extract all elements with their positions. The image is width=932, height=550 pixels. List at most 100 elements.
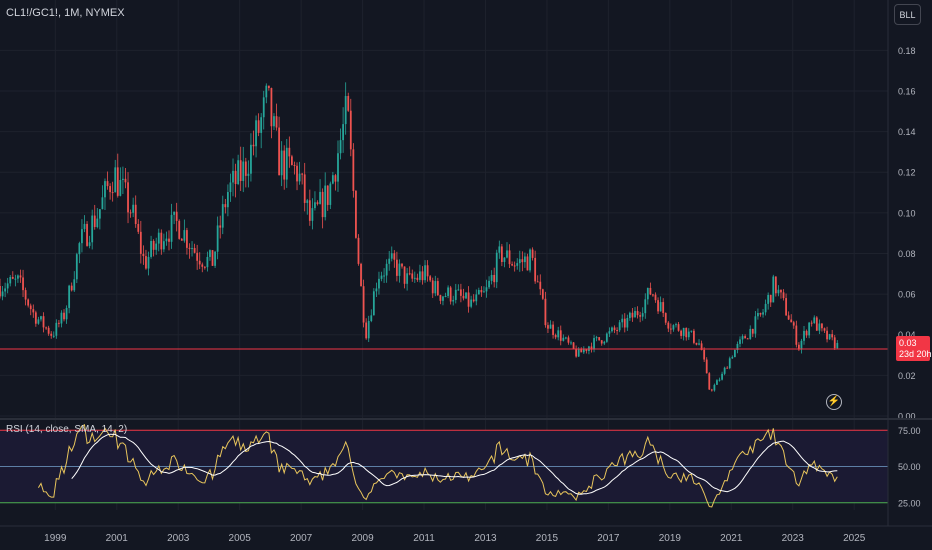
candle <box>623 313 626 333</box>
candle <box>803 326 805 345</box>
candle <box>101 185 104 210</box>
candle <box>462 288 465 301</box>
candle <box>349 98 352 157</box>
candle <box>836 340 839 350</box>
candle <box>797 342 800 352</box>
candle <box>370 309 373 323</box>
candle <box>616 327 618 335</box>
candle <box>529 248 531 273</box>
candle <box>792 320 795 329</box>
candle <box>224 198 227 214</box>
candle <box>416 273 419 282</box>
candle <box>375 282 378 297</box>
candle <box>572 341 575 350</box>
candle <box>9 274 12 287</box>
candle <box>613 325 616 334</box>
price-tick-label: 0.06 <box>898 290 916 300</box>
candle <box>733 349 736 358</box>
candle <box>14 274 17 287</box>
candle <box>311 198 314 230</box>
candle <box>155 237 158 255</box>
price-tick-label: 0.08 <box>898 249 916 259</box>
candle <box>582 346 585 354</box>
candle <box>618 319 621 333</box>
candle <box>419 264 421 283</box>
candle <box>193 243 196 254</box>
price-tick-label: 0.14 <box>898 127 916 137</box>
candle <box>37 316 40 325</box>
candle <box>329 181 332 210</box>
candle <box>429 274 432 283</box>
price-tick-label: 0.00 <box>898 412 916 422</box>
candle <box>431 277 434 298</box>
candle <box>580 347 583 353</box>
candle <box>383 268 385 283</box>
rsi-line <box>37 424 838 508</box>
candle <box>777 285 780 297</box>
candle <box>232 158 234 197</box>
candle <box>401 263 403 269</box>
time-tick-label: 1999 <box>44 533 67 544</box>
candle <box>483 286 485 293</box>
candle <box>124 167 127 189</box>
candle <box>234 163 237 198</box>
candle <box>242 146 245 193</box>
candle <box>216 216 219 260</box>
candle <box>457 284 460 291</box>
candle <box>488 276 490 289</box>
candle <box>818 319 821 335</box>
candle <box>442 295 444 306</box>
candle <box>764 299 767 316</box>
candle <box>744 334 747 339</box>
candle-series <box>0 82 839 392</box>
candle <box>710 388 713 392</box>
candle <box>472 294 475 303</box>
candle <box>695 342 698 346</box>
candle <box>73 271 76 293</box>
candle <box>183 219 186 243</box>
candle <box>721 371 723 381</box>
candle <box>411 269 414 282</box>
candle <box>690 330 693 333</box>
candle <box>598 337 601 341</box>
candle <box>444 292 447 298</box>
scale-button[interactable]: BLL <box>894 4 921 25</box>
candle <box>800 338 803 354</box>
candle <box>536 275 539 283</box>
candle <box>749 325 752 340</box>
candle <box>11 271 14 280</box>
candle <box>139 220 142 264</box>
candle <box>360 262 362 287</box>
candle <box>434 275 437 297</box>
candle <box>55 319 58 339</box>
candle <box>526 253 529 271</box>
candle <box>0 278 1 299</box>
candle <box>352 143 355 198</box>
candle <box>728 356 731 370</box>
candle <box>413 271 416 283</box>
candle <box>270 87 273 139</box>
candle <box>657 297 659 314</box>
candle <box>631 307 634 322</box>
candle <box>508 244 511 268</box>
candle <box>590 342 593 353</box>
candle <box>122 166 124 195</box>
candle <box>460 283 462 303</box>
candle <box>301 172 304 185</box>
rsi-tick-label: 25.00 <box>898 498 921 508</box>
candle <box>539 274 542 296</box>
candle <box>828 333 831 340</box>
last-price-value: 0.03 <box>899 338 917 348</box>
candle <box>641 307 644 321</box>
candle <box>570 340 572 346</box>
candle <box>145 249 147 270</box>
time-tick-label: 2011 <box>413 533 435 544</box>
candle <box>1 286 4 301</box>
candle <box>595 335 598 342</box>
candle <box>511 261 514 267</box>
candle <box>585 349 588 354</box>
candle <box>772 274 775 303</box>
lightning-icon[interactable]: ⚡ <box>826 394 842 410</box>
